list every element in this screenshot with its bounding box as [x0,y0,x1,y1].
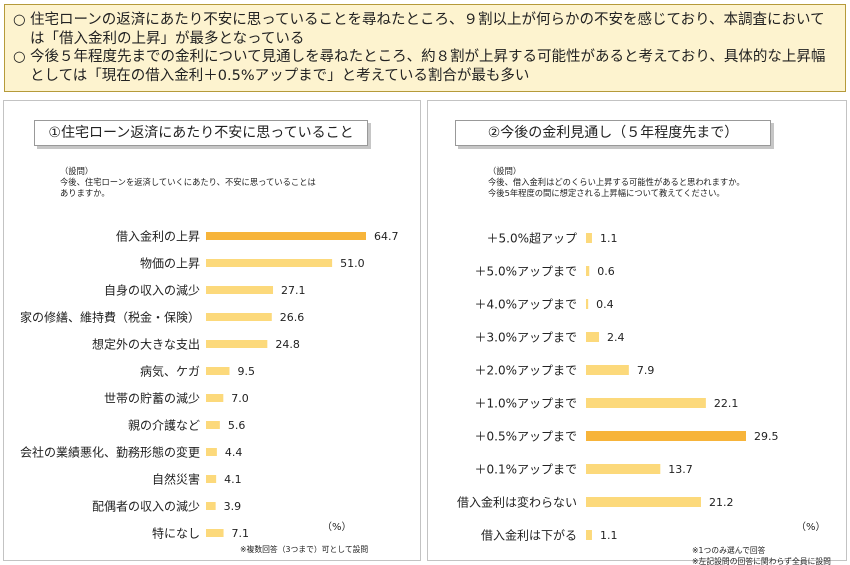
right-question-label: （設問） [488,166,522,176]
right-bar [586,365,629,375]
right-bar-chart: ＋5.0%超アップ 1.1 ＋5.0%アップまで 0.6 ＋4.0%アップまで 0.4 ＋3… [420,222,840,547]
left-value-label: 24.8 [275,338,300,351]
right-value-label: 7.9 [637,364,655,377]
left-panel-title: ①住宅ローン返済にあたり不安に思っていること [34,120,368,146]
left-question: （設問） 今後、住宅ローンを返済していくにあたり、不安に思っていることは ありま… [60,166,316,199]
left-category-label: 会社の業績悪化、勤務形態の変更 [20,445,200,460]
summary-point-1: 住宅ローンの返済にあたり不安に思っていることを尋ねたところ、９割以上が何らかの不… [13,11,837,48]
right-value-label: 0.4 [596,298,614,311]
left-unit-label: （%） [322,522,352,533]
right-value-label: 21.2 [709,496,734,509]
left-value-label: 3.9 [224,500,242,513]
right-question-line-2: 今後5年程度の間に想定される上昇幅について教えてください。 [488,188,725,198]
left-value-label: 7.1 [232,527,250,540]
left-bar [206,448,217,456]
right-footnote-line-2: ※左記設問の回答に関わらず全員に設問 [692,557,831,565]
left-bar [206,502,216,510]
right-panel-frame [427,100,847,561]
right-bar [586,497,701,507]
right-footnote: ※1つのみ選んで回答 ※左記設問の回答に関わらず全員に設問 [692,545,831,565]
left-value-label: 27.1 [281,284,306,297]
left-category-label: 自身の収入の減少 [104,283,200,298]
left-question-line-2: ありますか。 [60,188,110,198]
left-bar [206,394,224,402]
left-category-label: 親の介護など [128,418,200,433]
right-category-label: ＋1.0%アップまで [475,397,578,411]
right-footnote-line-1: ※1つのみ選んで回答 [692,546,766,555]
left-value-label: 7.0 [231,392,249,405]
left-bar [206,259,333,267]
right-category-label: ＋5.0%アップまで [475,265,578,279]
right-bar [586,233,592,243]
right-panel-title: ②今後の金利見通し（５年程度先まで） [455,120,771,146]
right-category-label: ＋3.0%アップまで [475,331,578,345]
right-category-label: 借入金利は変わらない [457,495,577,510]
left-value-label: 64.7 [374,230,399,243]
right-bar [586,332,600,342]
right-bar [586,299,589,309]
left-bar [206,475,217,483]
left-question-label: （設問） [60,166,94,176]
right-bar [586,530,592,540]
right-bar [586,398,706,408]
right-question: （設問） 今後、借入金利はどのくらい上昇する可能性があると思われますか。 今後5… [488,166,745,199]
summary-point-2: 今後５年程度先までの金利について見通しを尋ねたところ、約８割が上昇する可能性があ… [13,48,837,85]
right-chart-svg: ＋5.0%超アップ 1.1 ＋5.0%アップまで 0.6 ＋4.0%アップまで 0.4 ＋3… [457,231,779,543]
right-value-label: 22.1 [714,397,739,410]
right-category-label: ＋4.0%アップまで [475,298,578,312]
right-category-label: 借入金利は下がる [481,528,577,543]
left-value-label: 9.5 [237,365,255,378]
left-bar [206,232,366,240]
left-category-label: 物価の上昇 [140,257,200,271]
left-category-label: 想定外の大きな支出 [92,337,200,352]
left-category-label: 自然災害 [152,472,200,487]
left-footnote: ※複数回答（3つまで）可として設問 [240,545,369,554]
left-value-label: 4.1 [224,473,242,486]
left-chart-svg: 借入金利の上昇 64.7 物価の上昇 51.0 自身の収入の減少 27.1 家の修繕、維持費… [20,229,399,541]
left-panel-frame [3,100,421,561]
left-bar [206,367,230,375]
right-category-label: ＋0.5%アップまで [475,430,578,444]
right-category-label: ＋0.1%アップまで [475,463,578,477]
left-category-label: 病気、ケガ [140,364,200,379]
right-value-label: 13.7 [668,463,693,476]
left-category-label: 特になし [152,526,200,541]
left-bar [206,313,272,321]
right-bar [586,266,590,276]
right-value-label: 1.1 [600,232,618,245]
right-bar [586,464,661,474]
left-bar [206,529,224,537]
left-category-label: 借入金利の上昇 [116,229,200,244]
right-category-label: ＋2.0%アップまで [475,364,578,378]
left-bar-chart: 借入金利の上昇 64.7 物価の上昇 51.0 自身の収入の減少 27.1 家の修繕、維持費… [0,222,420,547]
right-value-label: 2.4 [607,331,625,344]
left-value-label: 4.4 [225,446,243,459]
right-value-label: 1.1 [600,529,618,542]
right-value-label: 29.5 [754,430,779,443]
right-category-label: ＋5.0%超アップ [487,231,578,246]
right-bar [586,431,746,441]
left-bar [206,421,220,429]
right-question-line-1: 今後、借入金利はどのくらい上昇する可能性があると思われますか。 [488,177,745,187]
left-category-label: 世帯の貯蓄の減少 [104,391,200,406]
right-value-label: 0.6 [597,265,615,278]
summary-box: 住宅ローンの返済にあたり不安に思っていることを尋ねたところ、９割以上が何らかの不… [4,4,846,92]
right-unit-label: （%） [796,522,826,533]
left-value-label: 26.6 [280,311,305,324]
left-value-label: 51.0 [340,257,365,270]
left-bar [206,286,274,294]
left-category-label: 配偶者の収入の減少 [92,499,200,514]
left-value-label: 5.6 [228,419,246,432]
left-question-line-1: 今後、住宅ローンを返済していくにあたり、不安に思っていることは [60,177,316,187]
left-category-label: 家の修繕、維持費（税金・保険） [20,310,200,325]
left-bar [206,340,268,348]
